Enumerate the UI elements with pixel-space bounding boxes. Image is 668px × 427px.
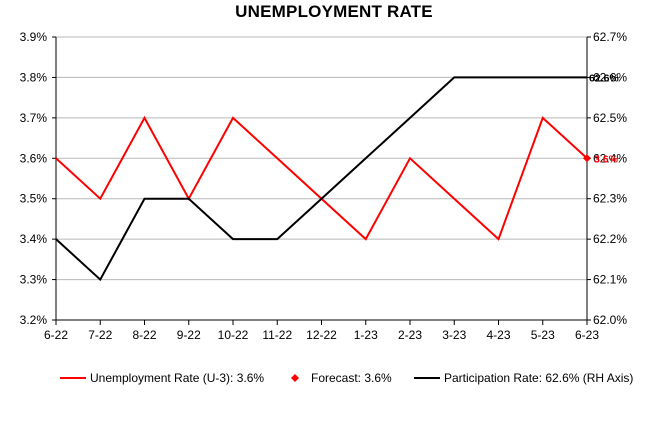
- participation-rate-line: [55, 76, 587, 282]
- y-right-tick-label: 62.4%: [593, 151, 627, 165]
- x-tick-label: 6-22: [44, 328, 68, 342]
- x-tick-label: 10-22: [218, 328, 249, 342]
- legend-label: Participation Rate: 62.6% (RH Axis): [444, 371, 633, 385]
- unemployment-end-label: 3.6%: [594, 153, 619, 165]
- y-right-tick-label: 62.7%: [593, 30, 627, 44]
- y-left-tick-label: 3.4%: [20, 232, 48, 246]
- y-left-tick-label: 3.3%: [20, 273, 48, 287]
- y-left-tick-label: 3.6%: [20, 151, 48, 165]
- y-left-tick-label: 3.2%: [20, 313, 48, 327]
- forecast-marker: [583, 154, 591, 163]
- y-right-tick-label: 62.6%: [593, 70, 627, 84]
- x-tick-label: 2-23: [398, 328, 422, 342]
- y-right-tick-label: 62.3%: [593, 192, 627, 206]
- x-tick-label: 9-22: [177, 328, 201, 342]
- chart-title: UNEMPLOYMENT RATE: [235, 2, 433, 21]
- legend-label: Unemployment Rate (U-3): 3.6%: [90, 371, 264, 385]
- x-tick-label: 7-22: [88, 328, 112, 342]
- y-left-tick-label: 3.5%: [20, 192, 48, 206]
- y-right-tick-label: 62.0%: [593, 313, 627, 327]
- y-right-tick-label: 62.2%: [593, 232, 627, 246]
- x-tick-label: 3-23: [442, 328, 466, 342]
- participation-end-label: 62.6%: [589, 72, 619, 84]
- x-tick-label: 4-23: [486, 328, 510, 342]
- y-right-tick-label: 62.5%: [593, 111, 627, 125]
- x-tick-label: 11-22: [262, 328, 292, 342]
- x-tick-label: 6-23: [575, 328, 599, 342]
- legend-label: Forecast: 3.6%: [311, 371, 392, 385]
- y-right-tick-label: 62.1%: [593, 273, 627, 287]
- x-tick-label: 5-23: [531, 328, 555, 342]
- x-tick-label: 1-23: [354, 328, 378, 342]
- y-left-tick-label: 3.9%: [20, 30, 48, 44]
- unemployment-rate-line: [55, 115, 588, 241]
- x-tick-label: 12-22: [306, 328, 337, 342]
- x-tick-label: 8-22: [132, 328, 156, 342]
- y-left-tick-label: 3.7%: [20, 111, 48, 125]
- y-left-tick-label: 3.8%: [20, 70, 48, 84]
- legend-swatch-marker: [291, 374, 299, 382]
